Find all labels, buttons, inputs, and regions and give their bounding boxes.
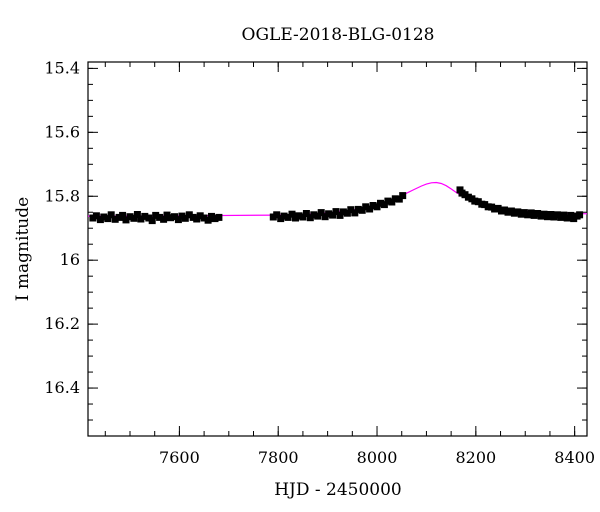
data-point <box>377 199 384 207</box>
data-point <box>280 212 288 220</box>
data-point <box>325 210 333 218</box>
x-tick-label: 7800 <box>258 448 299 467</box>
data-point <box>369 202 377 209</box>
y-tick-label: 16 <box>60 250 80 269</box>
data-point <box>148 217 156 225</box>
data-point <box>92 212 100 220</box>
y-axis-title: I magnitude <box>13 197 33 301</box>
data-point <box>204 216 212 224</box>
data-point <box>354 205 362 213</box>
y-tick-label: 15.8 <box>44 186 80 205</box>
data-point <box>130 214 138 222</box>
data-point <box>137 215 145 223</box>
plot-frame <box>87 61 588 437</box>
data-point <box>160 215 168 223</box>
data-point <box>185 211 193 219</box>
x-tick-label: 7600 <box>159 448 200 467</box>
data-point <box>284 213 292 221</box>
data-point <box>167 214 174 222</box>
data-point <box>317 209 325 217</box>
data-point <box>181 214 189 222</box>
data-point <box>156 213 164 221</box>
data-point <box>122 216 130 224</box>
tick-labels: 7600 7800 8000 8200 8400 15.4 15.6 15.8 16 16.2 16… <box>44 58 595 467</box>
data-points-layer <box>89 186 584 225</box>
x-axis-title: HJD - 2450000 <box>274 480 402 500</box>
data-point <box>200 214 208 222</box>
data-point <box>339 208 347 216</box>
y-tick-label: 16.4 <box>44 378 80 397</box>
data-point <box>310 211 318 219</box>
data-point <box>141 212 149 220</box>
data-point <box>133 211 141 218</box>
y-tick-label: 15.4 <box>44 58 80 77</box>
data-point <box>100 213 108 221</box>
axis-ticks <box>88 62 587 437</box>
data-point <box>399 192 407 200</box>
data-point <box>347 206 355 214</box>
data-point <box>119 211 127 219</box>
data-point <box>211 215 219 223</box>
data-point <box>196 212 204 220</box>
data-point <box>215 213 223 221</box>
data-point <box>273 211 281 219</box>
data-point <box>104 215 112 223</box>
data-point <box>152 211 160 219</box>
data-point <box>288 210 296 218</box>
data-point <box>171 213 178 221</box>
data-point <box>126 213 134 221</box>
y-tick-label: 16.2 <box>44 314 80 333</box>
data-point <box>332 208 340 216</box>
data-point <box>107 211 115 219</box>
data-point <box>384 197 392 205</box>
data-point <box>576 211 584 219</box>
x-tick-label: 8000 <box>357 448 398 467</box>
data-point <box>362 203 370 211</box>
y-tick-label: 15.6 <box>44 122 80 141</box>
data-point <box>111 215 119 223</box>
data-point <box>295 212 303 220</box>
data-point <box>391 195 399 203</box>
data-point <box>302 210 310 217</box>
chart-title: OGLE-2018-BLG-0128 <box>242 25 435 45</box>
x-tick-label: 8400 <box>554 448 595 467</box>
x-tick-label: 8200 <box>455 448 496 467</box>
